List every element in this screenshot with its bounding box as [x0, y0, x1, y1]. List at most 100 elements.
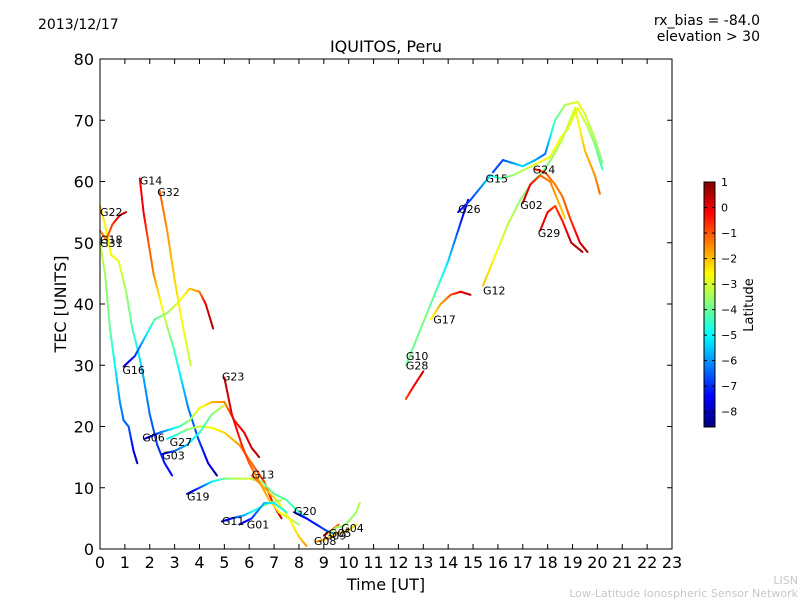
series-label-g01: G01 — [247, 519, 270, 532]
colorbar-tick-label: 0 — [721, 202, 728, 215]
series-label-g16: G16 — [122, 364, 145, 377]
series-label-g23: G23 — [222, 370, 245, 383]
series-g10 — [404, 198, 470, 367]
series-g04 — [340, 502, 361, 529]
series-segment — [600, 159, 604, 165]
bias-info: rx_bias = -84.0 elevation > 30 — [654, 13, 760, 45]
x-tick-label: 17 — [513, 553, 533, 572]
x-tick-label: 8 — [294, 553, 304, 572]
x-tick-label: 15 — [463, 553, 483, 572]
series-g26 — [457, 107, 604, 214]
x-tick-label: 22 — [637, 553, 657, 572]
series-g11 — [220, 499, 283, 523]
series-label-g26: G26 — [458, 203, 481, 216]
y-axis-ticks: 0 10 20 30 40 50 60 70 80 — [74, 50, 672, 559]
series-g18 — [99, 211, 128, 241]
x-tick-label: 16 — [488, 553, 508, 572]
y-tick-label: 50 — [74, 234, 94, 253]
x-tick-label: 14 — [438, 553, 458, 572]
y-tick-label: 40 — [74, 295, 94, 314]
x-tick-label: 1 — [120, 553, 130, 572]
x-tick-label: 3 — [170, 553, 180, 572]
series-label-g08: G08 — [314, 535, 337, 548]
series-label-g05: G05 — [329, 527, 352, 540]
series-g13 — [250, 474, 308, 547]
colorbar-tick-label: −5 — [721, 329, 737, 342]
series-g14 — [138, 177, 218, 477]
x-tick-label: 23 — [662, 553, 682, 572]
series-segment — [221, 404, 226, 408]
series-label-g09: G09 — [324, 530, 347, 543]
series-segment — [563, 214, 567, 220]
series-segment — [107, 306, 110, 316]
series-segment — [598, 190, 601, 195]
series-label-g24: G24 — [533, 163, 556, 176]
series-label-g31: G31 — [100, 237, 123, 250]
series-label-g12: G12 — [483, 285, 506, 298]
series-segment — [354, 523, 358, 527]
series-label-g27: G27 — [170, 436, 193, 449]
series-g16 — [122, 287, 215, 368]
series-segment — [103, 272, 107, 282]
series-g01 — [238, 502, 288, 526]
series-segment — [107, 313, 111, 323]
colorbar-tick-label: −7 — [721, 380, 737, 393]
x-tick-label: 0 — [95, 553, 105, 572]
series-g02 — [521, 174, 567, 220]
series-label-g22: G22 — [100, 206, 123, 219]
series-group — [99, 100, 604, 547]
elevation-label: elevation > 30 — [656, 29, 760, 45]
series-label-g13: G13 — [252, 468, 275, 481]
x-tick-label: 19 — [562, 553, 582, 572]
colorbar-ticks: 1 0 −1 −2 −3 −4 −5 −6 −7 −8 — [704, 176, 737, 419]
colorbar-label: Latitude — [742, 278, 757, 332]
series-segment — [336, 523, 340, 527]
series-g19 — [186, 477, 308, 520]
series-label-g28: G28 — [406, 359, 429, 372]
series-label-g03: G03 — [162, 449, 185, 462]
series-segment — [172, 272, 176, 281]
series-segment — [167, 235, 171, 244]
series-segment — [166, 229, 170, 238]
plot-frame — [99, 58, 673, 550]
series-segment — [170, 472, 174, 477]
series-segment — [580, 249, 584, 253]
x-tick-label: 7 — [269, 553, 279, 572]
series-segment — [108, 320, 111, 330]
series-segment — [105, 286, 108, 296]
footer: LISN Low-Latitude Ionospheric Sensor Net… — [569, 574, 798, 600]
colorbar-tick-label: −8 — [721, 406, 737, 419]
series-g32 — [158, 189, 192, 367]
x-tick-label: 2 — [145, 553, 155, 572]
series-label-g29: G29 — [538, 227, 561, 240]
series-g31 — [99, 241, 139, 465]
colorbar-tick-label: −1 — [721, 227, 737, 240]
rx-bias-label: rx_bias = -84.0 — [653, 13, 760, 29]
series-g24 — [534, 168, 589, 253]
series-segment — [296, 522, 300, 526]
y-tick-label: 60 — [74, 173, 94, 192]
y-tick-label: 10 — [74, 479, 94, 498]
y-tick-label: 0 — [84, 540, 94, 559]
x-tick-label: 9 — [319, 553, 329, 572]
x-tick-label: 5 — [219, 553, 229, 572]
y-tick-label: 80 — [74, 50, 94, 69]
series-segment — [304, 543, 308, 547]
x-tick-label: 21 — [612, 553, 632, 572]
colorbar — [703, 181, 716, 428]
series-g29 — [539, 205, 584, 253]
colorbar-tick-label: −2 — [721, 253, 737, 266]
series-segment — [106, 299, 110, 309]
footer-network: Low-Latitude Ionospheric Sensor Network — [569, 587, 798, 600]
y-tick-label: 20 — [74, 418, 94, 437]
series-label-g17: G17 — [433, 313, 456, 326]
x-tick-label: 4 — [194, 553, 204, 572]
colorbar-tick-label: −3 — [721, 278, 737, 291]
series-segment — [279, 515, 283, 520]
series-label-g11: G11 — [222, 515, 245, 528]
plot-area — [100, 59, 672, 549]
series-g28 — [404, 370, 425, 400]
series-g15 — [491, 100, 604, 174]
series-label-g02: G02 — [520, 199, 543, 212]
series-label-g14: G14 — [140, 174, 163, 187]
